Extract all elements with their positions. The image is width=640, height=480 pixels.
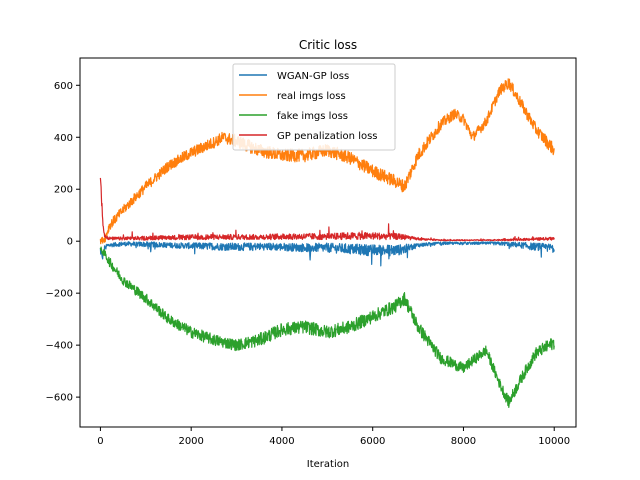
plot-area: [79, 57, 577, 428]
x-axis: 0 2000 4000 6000 8000 10000: [97, 427, 570, 447]
y-tick-label: 600: [54, 81, 73, 92]
x-tick-label: 8000: [451, 436, 476, 447]
series-layer: [99, 78, 555, 408]
legend-entry: fake imgs loss: [277, 111, 348, 122]
legend: WGAN-GP loss real imgs loss fake imgs loss…: [232, 63, 396, 151]
series-line-4: [99, 177, 555, 242]
legend-box: [232, 63, 396, 151]
y-tick-label: −200: [46, 289, 73, 300]
y-axis: −600 −400 −200 0 200 400 600: [46, 81, 80, 404]
y-tick-label: 400: [54, 133, 73, 144]
x-axis-label: Iteration: [307, 459, 349, 470]
series-line-1: [99, 241, 555, 267]
x-tick-label: 4000: [269, 436, 294, 447]
x-tick-label: 0: [97, 436, 103, 447]
x-tick-label: 6000: [360, 436, 385, 447]
y-tick-label: −600: [46, 393, 73, 404]
legend-entry: GP penalization loss: [277, 131, 378, 142]
x-tick-label: 10000: [538, 436, 570, 447]
y-tick-label: 200: [54, 185, 73, 196]
y-tick-label: 0: [67, 237, 73, 248]
legend-entry: real imgs loss: [277, 91, 346, 102]
series-line-3: [99, 246, 555, 408]
x-tick-label: 2000: [178, 436, 203, 447]
y-tick-label: −400: [46, 341, 73, 352]
chart-title: Critic loss: [299, 38, 357, 52]
legend-entry: WGAN-GP loss: [277, 71, 349, 82]
